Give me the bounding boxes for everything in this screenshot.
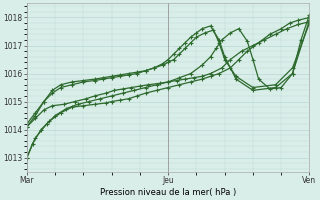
- X-axis label: Pression niveau de la mer( hPa ): Pression niveau de la mer( hPa ): [100, 188, 236, 197]
